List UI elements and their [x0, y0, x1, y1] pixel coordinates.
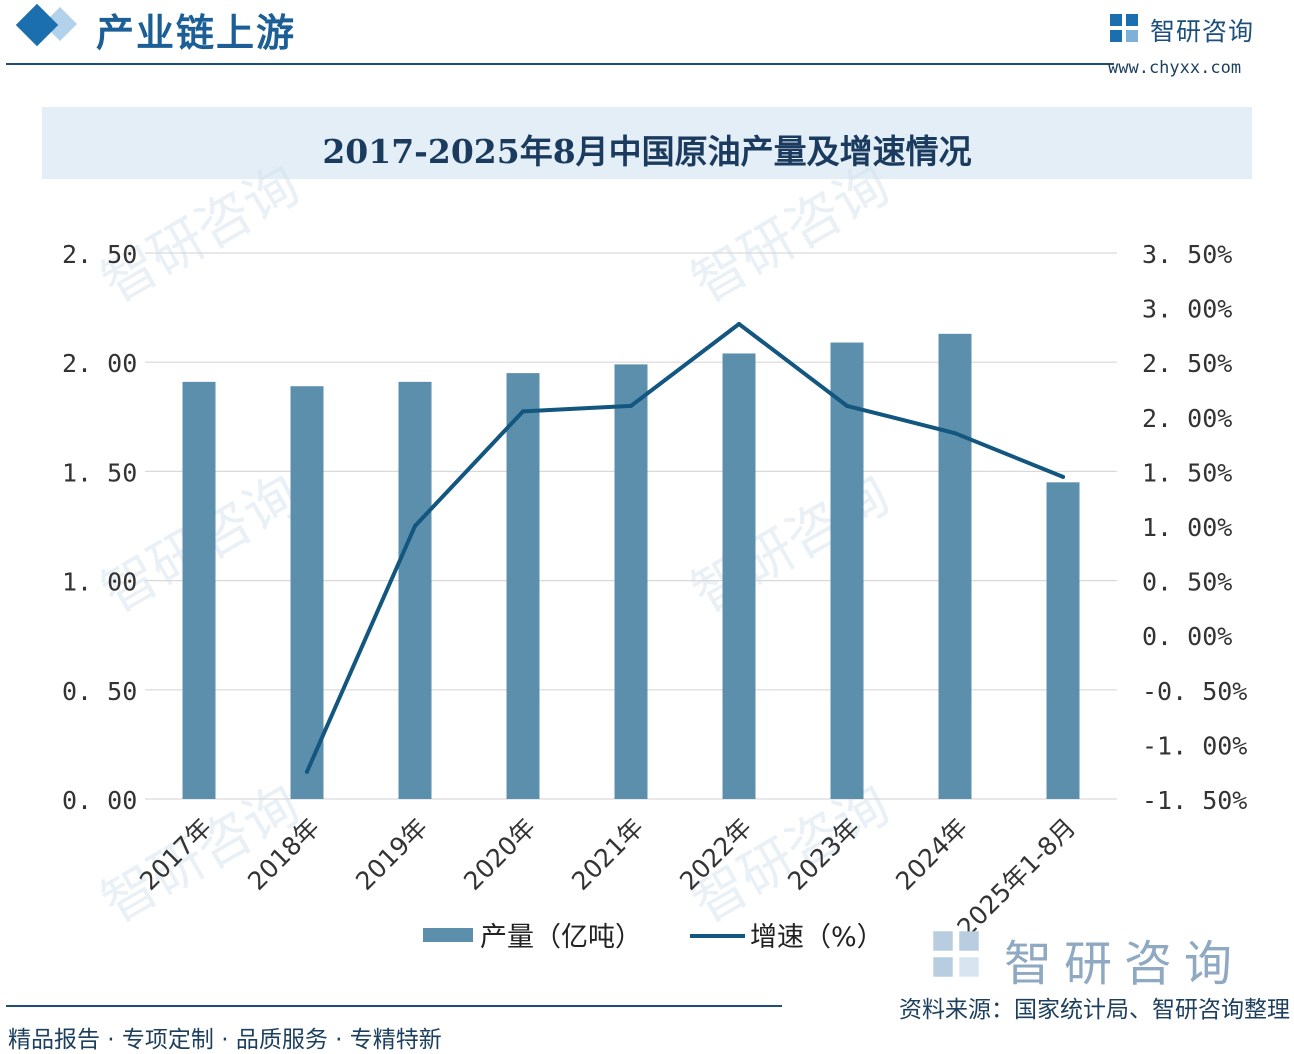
y-right-tick-label: -1. 50% — [1142, 786, 1247, 815]
x-tick-label: 2021年 — [566, 813, 649, 896]
chart-title-band: 2017-2025年8月中国原油产量及增速情况 — [42, 107, 1252, 179]
brand-url: www.chyxx.com — [1108, 58, 1242, 78]
y-left-tick-label: 2. 00 — [62, 349, 137, 378]
section-title: 产业链上游 — [96, 10, 297, 55]
x-tick-label: 2017年 — [134, 813, 217, 896]
x-tick-label: 2020年 — [458, 813, 541, 896]
growth-rate-line — [305, 321, 1065, 774]
y-right-tick-label: 0. 00% — [1142, 622, 1232, 651]
x-tick-label: 2024年 — [890, 813, 973, 896]
y-right-tick-label: 0. 50% — [1142, 568, 1232, 597]
y-left-tick-label: 0. 00 — [62, 786, 137, 815]
chart-title: 2017-2025年8月中国原油产量及增速情况 — [322, 132, 972, 171]
bar — [506, 373, 540, 799]
bar — [398, 381, 432, 799]
y-right-tick-label: 2. 00% — [1142, 404, 1232, 433]
legend-bar-swatch — [423, 928, 473, 942]
legend-bar-label: 产量（亿吨） — [480, 922, 642, 953]
bar — [1046, 482, 1080, 799]
growth-rate-point — [521, 409, 525, 414]
y-right-tick-label: -1. 00% — [1142, 731, 1247, 760]
y-right-tick-label: -0. 50% — [1142, 677, 1247, 706]
x-tick-label: 2023年 — [782, 813, 865, 896]
bar — [614, 364, 648, 799]
bar — [830, 342, 864, 799]
bottom-brand-logo-icon — [933, 931, 979, 977]
y-left-tick-label: 1. 50 — [62, 458, 137, 487]
header-divider — [6, 63, 1114, 65]
source-note: 资料来源：国家统计局、智研咨询整理 — [899, 997, 1290, 1023]
brand-logo-icon — [1110, 14, 1138, 42]
y-left-tick-label: 2. 50 — [62, 240, 137, 269]
y-right-tick-label: 1. 00% — [1142, 513, 1232, 542]
y-right-tick-label: 2. 50% — [1142, 349, 1232, 378]
bar — [290, 386, 324, 799]
y-right-tick-label: 3. 00% — [1142, 295, 1232, 324]
growth-rate-point — [413, 524, 417, 528]
growth-rate-point — [1061, 474, 1065, 479]
brand-block: 智研咨询 www.chyxx.com — [1108, 6, 1288, 78]
bar — [722, 353, 756, 799]
bar — [938, 333, 972, 799]
y-left-tick-label: 1. 00 — [62, 568, 137, 597]
y-left-tick-label: 0. 50 — [62, 677, 137, 706]
x-tick-label: 2019年 — [350, 813, 433, 896]
brand-name: 智研咨询 — [1150, 17, 1255, 46]
x-tick-label: 2022年 — [674, 813, 757, 896]
growth-rate-point — [629, 403, 633, 408]
footer-slogan: 精品报告 · 专项定制 · 品质服务 · 专精特新 — [8, 1027, 442, 1053]
growth-rate-point — [953, 431, 957, 436]
x-tick-label: 2018年 — [242, 813, 325, 896]
legend-line-label: 增速（%） — [750, 922, 884, 953]
growth-rate-point — [845, 403, 849, 408]
y-right-tick-label: 3. 50% — [1142, 240, 1232, 269]
growth-rate-point — [305, 769, 309, 774]
y-right-tick-label: 1. 50% — [1142, 458, 1232, 487]
chart-canvas: 0. 00 0. 50 1. 00 1. 50 2. 00 2. 50 -1. 50% -1.… — [62, 240, 1247, 953]
footer-divider — [6, 1005, 782, 1007]
growth-rate-point — [737, 321, 741, 326]
bottom-brand-name: 智研咨询 — [1004, 936, 1245, 992]
bar — [182, 381, 216, 799]
